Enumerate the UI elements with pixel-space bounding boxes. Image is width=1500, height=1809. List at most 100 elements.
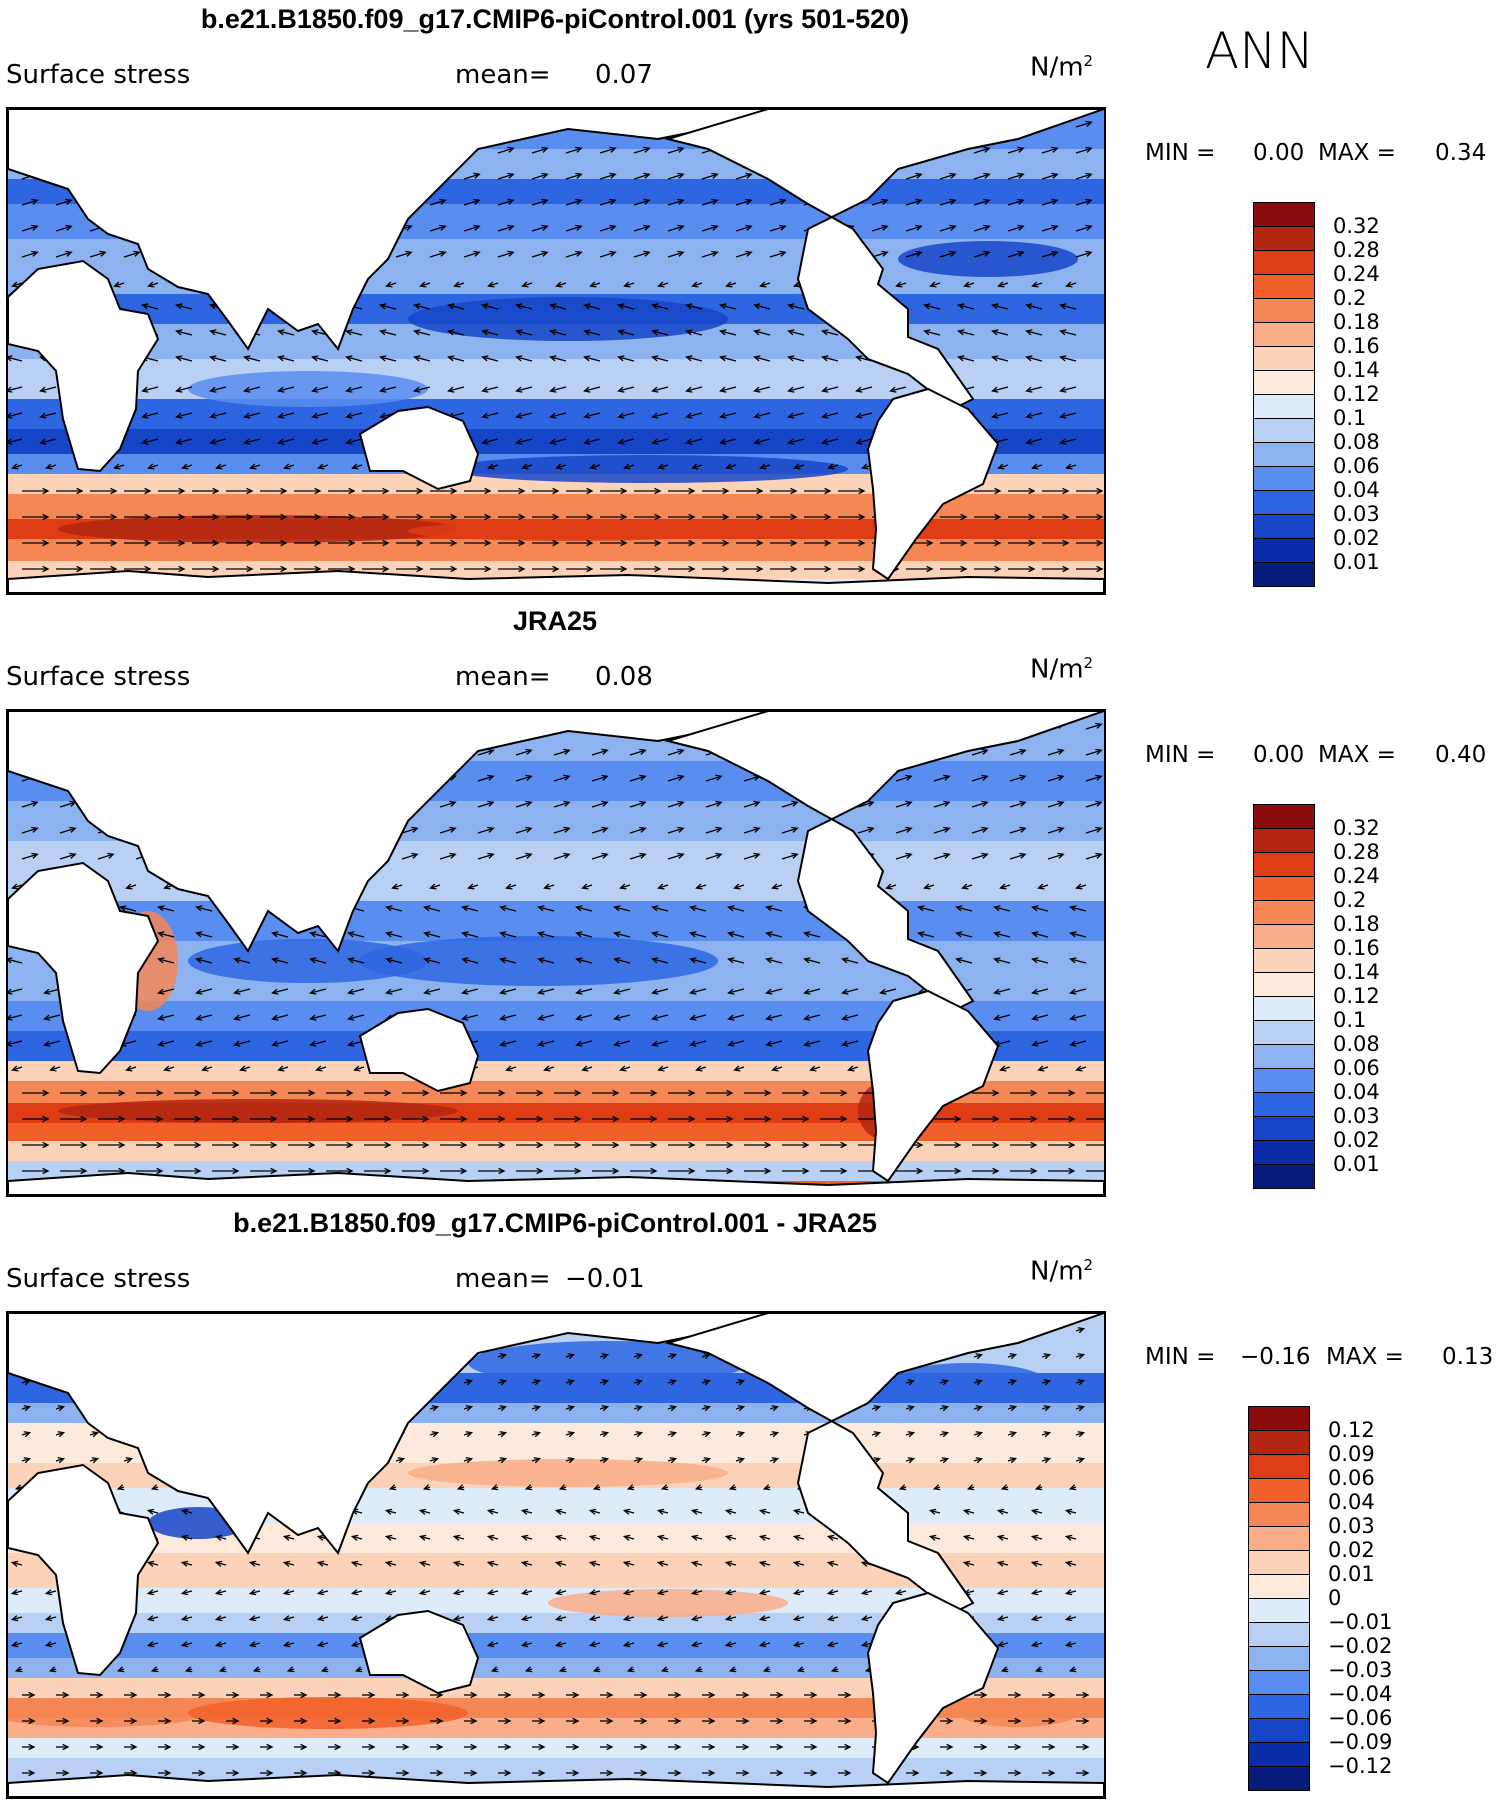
- wind-arrow: [804, 487, 832, 495]
- wind-arrow: [667, 1353, 678, 1360]
- wind-arrow: [215, 463, 227, 470]
- wind-arrow: [316, 1615, 329, 1622]
- wind-arrow: [477, 748, 495, 756]
- wind-arrow: [762, 1484, 771, 1491]
- wind-arrow: [350, 1615, 363, 1622]
- wind-arrow: [770, 1743, 784, 1751]
- wind-arrow: [243, 355, 261, 362]
- colorbar-swatch: [1248, 1598, 1310, 1623]
- wind-arrow: [260, 1743, 274, 1751]
- wind-arrow: [1076, 565, 1104, 573]
- wind-arrow: [497, 1405, 508, 1412]
- wind-arrow: [685, 303, 703, 310]
- wind-arrow: [10, 1615, 23, 1622]
- wind-arrow: [651, 905, 669, 912]
- wind-arrow: [599, 1431, 610, 1438]
- colorbar-tick-label: 0.16: [1333, 936, 1380, 960]
- wind-arrow: [174, 1115, 202, 1123]
- wind-arrow: [617, 412, 635, 419]
- wind-arrow: [233, 988, 251, 995]
- colorbar-tick-label: −0.03: [1328, 1658, 1393, 1682]
- wind-arrow: [402, 1089, 430, 1097]
- wind-arrow: [326, 1115, 354, 1123]
- wind-arrow: [719, 412, 737, 419]
- wind-arrow: [481, 386, 499, 393]
- wind-arrow: [583, 329, 601, 336]
- wind-arrow: [515, 774, 533, 782]
- wind-arrow: [396, 1743, 410, 1751]
- wind-arrow: [771, 1065, 783, 1072]
- wind-arrow: [498, 487, 526, 495]
- wind-arrow: [997, 281, 1009, 288]
- wind-arrow: [22, 565, 50, 573]
- land-africa: [8, 861, 160, 1075]
- colorbar-swatch: [1253, 562, 1315, 587]
- wind-arrow: [997, 463, 1009, 470]
- wind-arrow: [214, 1641, 227, 1648]
- wind-arrow: [599, 250, 617, 258]
- wind-arrow: [804, 565, 832, 573]
- wind-arrow: [1064, 1534, 1077, 1541]
- wind-arrow: [157, 1014, 175, 1021]
- wind-arrow: [667, 774, 685, 782]
- wind-arrow: [706, 1089, 734, 1097]
- wind-arrow: [857, 800, 875, 808]
- wind-arrow: [565, 250, 583, 258]
- wind-arrow: [311, 438, 329, 445]
- wind-arrow: [497, 250, 515, 258]
- wind-arrow: [1042, 565, 1070, 573]
- wind-arrow: [973, 1431, 984, 1438]
- wind-arrow: [195, 905, 213, 912]
- wind-arrow: [759, 281, 771, 288]
- wind-arrow: [419, 281, 431, 288]
- wind-arrow: [553, 748, 571, 756]
- wind-arrow: [820, 1089, 848, 1097]
- land-n-america: [664, 711, 1104, 1013]
- wind-arrow: [180, 1534, 193, 1541]
- wind-arrow: [657, 1065, 669, 1072]
- wind-arrow: [309, 1014, 327, 1021]
- wind-arrow: [758, 1508, 771, 1515]
- land-australia: [358, 1609, 480, 1695]
- colorbar-tick-label: 0.12: [1333, 382, 1380, 406]
- wind-arrow: [486, 1508, 499, 1515]
- wind-arrow: [895, 852, 913, 860]
- wind-arrow: [497, 1379, 508, 1386]
- wind-arrow: [158, 487, 186, 495]
- wind-arrow: [505, 883, 517, 890]
- wind-arrow: [838, 539, 866, 547]
- wind-arrow: [98, 1115, 126, 1123]
- wind-arrow: [271, 1040, 289, 1047]
- wind-arrow: [250, 1167, 278, 1175]
- wind-arrow: [871, 198, 889, 206]
- wind-arrow: [218, 1666, 227, 1673]
- wind-arrow: [277, 386, 295, 393]
- colorbar-swatch: [1253, 852, 1315, 877]
- wind-arrow: [531, 1457, 542, 1464]
- wind-arrow: [974, 1769, 988, 1777]
- wind-arrow: [934, 1141, 962, 1149]
- wind-arrow: [554, 1089, 582, 1097]
- wind-arrow: [282, 1560, 295, 1567]
- wind-arrow: [277, 355, 295, 362]
- wind-arrow: [782, 1115, 810, 1123]
- units-label: N/m2: [1030, 52, 1094, 83]
- wind-arrow: [591, 826, 609, 834]
- wind-arrow: [1075, 1327, 1086, 1334]
- wind-arrow: [706, 1115, 734, 1123]
- wind-arrow: [554, 1615, 567, 1622]
- wind-arrow: [613, 1040, 631, 1047]
- wind-arrow: [657, 883, 669, 890]
- wind-arrow: [379, 355, 397, 362]
- wind-arrow: [44, 1589, 57, 1596]
- land-eurasia: [8, 1313, 1104, 1555]
- wind-arrow: [770, 487, 798, 495]
- wind-arrow: [1064, 1508, 1077, 1515]
- wind-arrow: [599, 198, 617, 206]
- wind-arrow: [999, 1065, 1011, 1072]
- wind-arrow: [575, 957, 593, 964]
- contour-blob: [958, 1699, 1078, 1727]
- wind-arrow: [996, 1641, 1009, 1648]
- wind-arrow: [354, 1666, 363, 1673]
- colorbar-swatch: [1253, 1164, 1315, 1189]
